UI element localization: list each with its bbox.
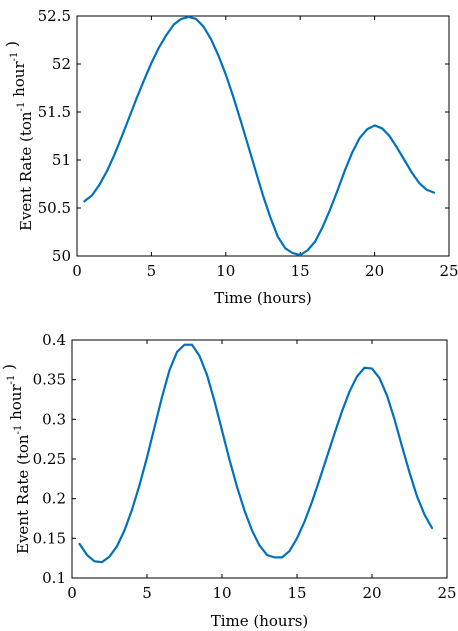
- x-tick-label: 0: [72, 262, 82, 280]
- y-tick-label: 0.35: [33, 371, 66, 389]
- x-tick-label: 20: [365, 262, 384, 280]
- x-tick-label: 5: [147, 262, 157, 280]
- y-tick-label: 51.5: [38, 103, 71, 121]
- y-tick-label: 51: [52, 151, 71, 169]
- x-tick-label: 15: [287, 584, 306, 602]
- x-tick-label: 10: [212, 584, 231, 602]
- x-axis-title: Time (hours): [211, 612, 309, 630]
- y-tick-label: 50.5: [38, 199, 71, 217]
- x-tick-label: 5: [142, 584, 152, 602]
- x-tick-label: 15: [291, 262, 310, 280]
- x-tick-label: 20: [362, 584, 381, 602]
- y-tick-label: 0.15: [33, 529, 66, 547]
- series-line: [78, 343, 434, 564]
- x-tick-label: 0: [67, 584, 77, 602]
- bottom-chart: 0 5 10 15 20 25 0.1 0.15 0.2 0.25 0.3 0.35 0.4 Time (…: [0, 331, 457, 630]
- y-tick-label: 52.5: [38, 7, 71, 25]
- y-tick-label: 52: [52, 55, 71, 73]
- y-tick-label: 0.3: [42, 410, 66, 428]
- y-tick-label: 0.2: [42, 490, 66, 508]
- x-tick-label: 25: [437, 584, 456, 602]
- plot-frame: [76, 15, 450, 257]
- y-tick-label: 0.4: [42, 331, 66, 349]
- y-tick-label: 0.25: [33, 450, 66, 468]
- x-tick-label: 25: [439, 262, 458, 280]
- x-tick-label: 10: [216, 262, 235, 280]
- series-line: [83, 15, 436, 257]
- y-axis-title: Event Rate (ton-1 hour-1 ): [0, 364, 32, 554]
- plot-frame: [71, 339, 448, 579]
- y-tick-label: 0.1: [42, 569, 66, 587]
- x-axis-title: Time (hours): [214, 289, 312, 307]
- top-chart: 0 5 10 15 20 25 50 50.5 51 51.5 52 52.5 Time (hours)…: [3, 7, 458, 307]
- y-tick-label: 50: [52, 247, 71, 265]
- y-axis-title: Event Rate (ton-1 hour-1 ): [3, 41, 35, 231]
